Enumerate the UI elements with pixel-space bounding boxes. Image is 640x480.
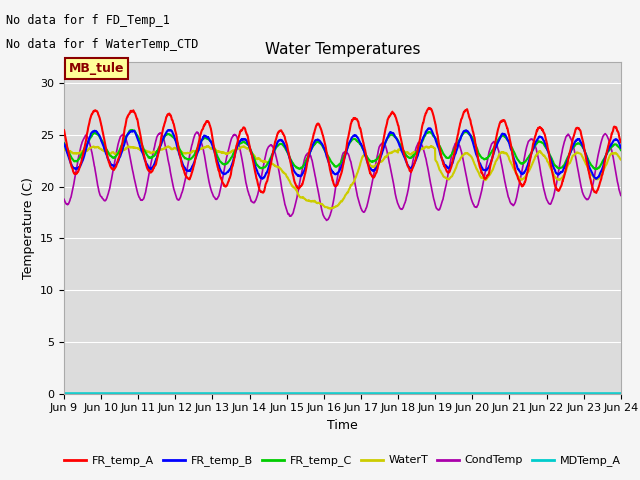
FR_temp_B bbox=[617, 145, 625, 151]
Line: FR_temp_B: FR_temp_B bbox=[64, 128, 621, 179]
FR_temp_B bbox=[499, 131, 506, 137]
Y-axis label: Temperature (C): Temperature (C) bbox=[22, 177, 35, 279]
FR_temp_C bbox=[499, 133, 506, 139]
FR_temp_C bbox=[316, 140, 324, 146]
Legend: FR_temp_A, FR_temp_B, FR_temp_C, WaterT, CondTemp, MDTemp_A: FR_temp_A, FR_temp_B, FR_temp_C, WaterT,… bbox=[60, 451, 625, 471]
FR_temp_A bbox=[425, 105, 433, 111]
X-axis label: Time: Time bbox=[327, 419, 358, 432]
CondTemp bbox=[332, 187, 339, 192]
Line: WaterT: WaterT bbox=[64, 146, 621, 209]
CondTemp bbox=[193, 129, 201, 135]
CondTemp bbox=[316, 200, 324, 205]
MDTemp_A bbox=[316, 390, 324, 396]
FR_temp_C bbox=[617, 147, 625, 153]
FR_temp_A bbox=[601, 158, 609, 164]
Line: CondTemp: CondTemp bbox=[64, 132, 621, 220]
WaterT bbox=[499, 149, 507, 155]
WaterT bbox=[428, 143, 435, 149]
MDTemp_A bbox=[600, 390, 608, 396]
CondTemp bbox=[499, 169, 507, 175]
MDTemp_A bbox=[60, 390, 68, 396]
WaterT bbox=[601, 165, 609, 170]
FR_temp_B bbox=[601, 156, 609, 161]
MDTemp_A bbox=[88, 390, 96, 396]
CondTemp bbox=[602, 131, 609, 136]
MDTemp_A bbox=[617, 390, 625, 396]
FR_temp_B bbox=[426, 125, 433, 131]
FR_temp_A bbox=[331, 183, 339, 189]
Text: MB_tule: MB_tule bbox=[68, 62, 124, 75]
WaterT bbox=[602, 164, 609, 169]
MDTemp_A bbox=[331, 390, 339, 396]
FR_temp_C bbox=[331, 164, 339, 169]
WaterT bbox=[331, 204, 339, 210]
Text: No data for f FD_Temp_1: No data for f FD_Temp_1 bbox=[6, 14, 170, 27]
FR_temp_B bbox=[88, 129, 96, 135]
FR_temp_A bbox=[499, 118, 506, 124]
FR_temp_C bbox=[601, 155, 609, 160]
FR_temp_A bbox=[316, 124, 324, 130]
Line: FR_temp_A: FR_temp_A bbox=[64, 108, 621, 193]
FR_temp_A bbox=[60, 127, 68, 133]
WaterT bbox=[316, 201, 324, 206]
FR_temp_C bbox=[88, 132, 96, 138]
WaterT bbox=[60, 146, 68, 152]
FR_temp_B bbox=[602, 154, 609, 160]
FR_temp_B bbox=[60, 141, 68, 147]
FR_temp_A bbox=[602, 157, 609, 163]
FR_temp_A bbox=[88, 110, 96, 116]
CondTemp bbox=[60, 196, 68, 202]
FR_temp_B bbox=[331, 171, 339, 177]
WaterT bbox=[617, 156, 625, 162]
FR_temp_C bbox=[602, 154, 609, 160]
CondTemp bbox=[617, 192, 625, 198]
FR_temp_B bbox=[592, 176, 600, 182]
CondTemp bbox=[323, 217, 330, 223]
Line: FR_temp_C: FR_temp_C bbox=[64, 130, 621, 169]
Text: No data for f WaterTemp_CTD: No data for f WaterTemp_CTD bbox=[6, 38, 199, 51]
WaterT bbox=[88, 144, 96, 150]
FR_temp_C bbox=[593, 166, 600, 172]
FR_temp_A bbox=[593, 190, 600, 196]
FR_temp_B bbox=[316, 138, 324, 144]
MDTemp_A bbox=[499, 390, 506, 396]
FR_temp_C bbox=[127, 127, 135, 133]
CondTemp bbox=[601, 131, 609, 137]
FR_temp_C bbox=[60, 140, 68, 146]
Title: Water Temperatures: Water Temperatures bbox=[265, 42, 420, 57]
WaterT bbox=[327, 206, 335, 212]
MDTemp_A bbox=[601, 390, 609, 396]
CondTemp bbox=[88, 152, 96, 157]
FR_temp_A bbox=[617, 139, 625, 145]
